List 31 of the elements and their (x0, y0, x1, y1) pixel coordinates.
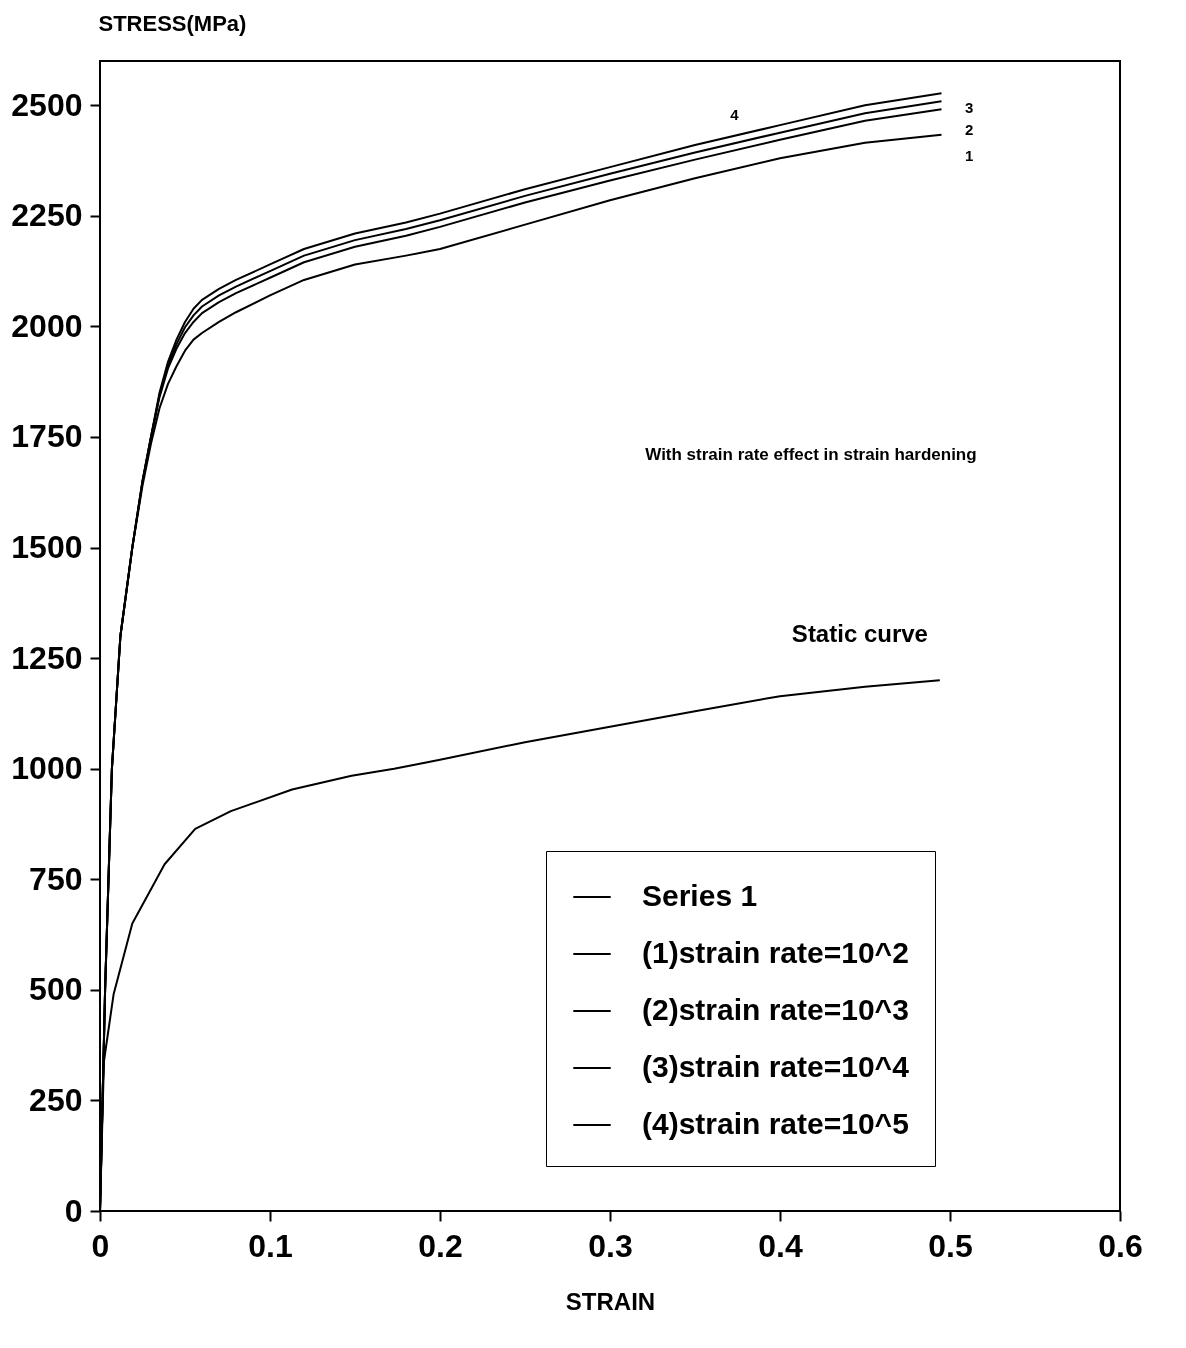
y-tick-label: 2250 (11, 197, 83, 234)
x-tick-label: 0.5 (928, 1227, 973, 1264)
legend-label: Series 1 (642, 879, 758, 912)
y-tick-label: 0 (64, 1192, 83, 1229)
y-tick-label: 1500 (11, 529, 83, 566)
y-tick-label: 1750 (11, 418, 83, 455)
x-tick-label: 0.3 (588, 1227, 633, 1264)
legend-label: (3)strain rate=10^4 (642, 1050, 910, 1083)
annotation: Static curve (791, 619, 928, 647)
legend-label: (4)strain rate=10^5 (642, 1107, 909, 1140)
y-tick-label: 1000 (11, 750, 83, 787)
x-tick-label: 0.2 (418, 1227, 463, 1264)
annotation: With strain rate effect in strain hardening (645, 445, 977, 465)
annotation: 2 (964, 121, 974, 138)
x-tick-label: 0.6 (1098, 1227, 1143, 1264)
x-tick-label: 0.1 (248, 1227, 293, 1264)
x-axis-title: STRAIN (565, 1287, 656, 1315)
y-tick-label: 2000 (11, 307, 83, 344)
legend-label: (1)strain rate=10^2 (642, 936, 909, 969)
y-tick-label: 2500 (11, 86, 83, 123)
x-tick-label: 0.4 (758, 1227, 803, 1264)
annotation: 3 (964, 99, 974, 117)
y-tick-label: 500 (29, 971, 83, 1008)
y-axis-title: STRESS(MPa) (98, 10, 247, 36)
annotation: 1 (964, 147, 974, 165)
x-tick-label: 0 (91, 1227, 110, 1264)
legend-label: (2)strain rate=10^3 (642, 993, 909, 1026)
annotation: 4 (730, 106, 740, 124)
y-tick-label: 750 (29, 860, 83, 897)
y-tick-label: 1250 (11, 639, 83, 676)
y-tick-label: 250 (29, 1081, 83, 1118)
